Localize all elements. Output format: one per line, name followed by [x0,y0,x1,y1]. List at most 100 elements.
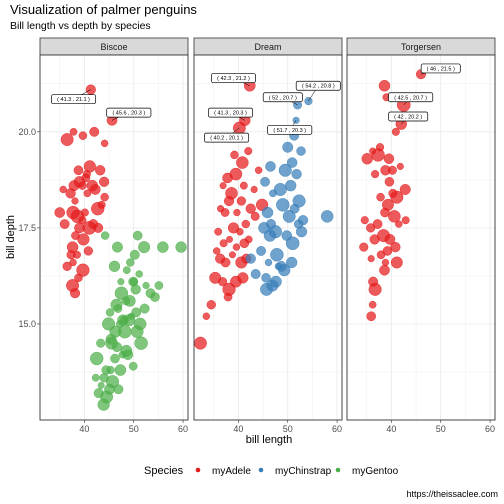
annotation-box [51,94,97,105]
data-point [390,190,404,204]
point-annotation: ( 45.6 , 20.3 ) [106,107,152,121]
data-point [232,243,241,251]
data-point [93,222,104,233]
data-point [245,253,256,264]
panel-border [39,54,189,421]
data-point [219,239,228,248]
data-point [118,324,132,339]
data-point [360,216,369,225]
data-point [139,303,150,314]
point-annotation: ( 42 , 20.2 ) [388,111,429,125]
data-point [260,176,270,187]
data-point [134,336,148,350]
annotation-label: ( 54.2 , 20.8 ) [302,84,335,90]
data-point [264,258,273,267]
x-axis-title: bill length [246,434,292,446]
facet-panel-torgersen: Torgersen ( 46 , 21.5 ) ( 42.5 , 20.7 ) ( 4… [346,37,496,434]
data-point [126,258,135,267]
data-point [83,246,93,256]
data-point [296,146,306,156]
data-point [278,163,292,177]
data-point [106,375,119,389]
data-point [100,192,109,202]
data-point [379,264,390,276]
series-mychinstrap [245,97,334,296]
point-annotation: ( 52 , 20.7 ) [262,92,303,106]
facet-panels: 15.0 17.5 20.0 Biscoe ( 41.3 , 21.1 ) ( 45.6 … [18,37,496,434]
facet-strip-label: Dream [254,42,281,52]
data-point [59,185,67,194]
legend-label-gentoo: myGentoo [352,466,399,477]
data-point [244,147,253,156]
data-point [359,242,369,252]
x-tick-label: 40 [386,424,396,434]
chart-subtitle: Bill length vs depth by species [10,20,151,32]
data-point [282,141,294,153]
data-point [390,241,401,253]
x-tick-label: 40 [79,424,89,434]
point-annotation: ( 42.5 , 20.7 ) [388,92,434,106]
data-point [80,208,89,217]
data-point [118,350,127,359]
data-point [111,342,122,352]
x-tick-label: 50 [129,424,139,434]
data-point [105,308,115,317]
annotation-box [208,107,253,118]
annotation-label: ( 41.3 , 21.1 ) [57,97,90,103]
data-point [220,257,231,268]
data-point [127,312,135,320]
data-point [371,148,385,162]
annotation-box [204,132,250,143]
data-point [74,273,83,283]
point-annotation: ( 41.3 , 20.3 ) [208,107,253,121]
annotation-label: ( 51.7 , 20.3 ) [273,128,306,134]
series-myadele [54,84,118,299]
data-point [229,167,243,181]
annotation-label: ( 40.2 , 20.1 ) [210,136,243,142]
point-annotation: ( 51.7 , 20.3 ) [267,120,313,135]
data-point [320,210,334,223]
legend-label-chinstrap: myChinstrap [275,466,332,477]
data-point [123,295,136,307]
data-point [239,181,248,190]
data-point [285,236,300,251]
point-annotation: ( 54.2 , 20.8 ) [295,80,341,102]
y-tick-label: 20.0 [18,127,36,137]
data-point [122,266,131,275]
annotation-box [210,73,256,83]
data-point [135,270,143,278]
data-point [91,202,105,216]
data-point [114,364,127,376]
data-point [227,222,239,234]
annotation-label: ( 42.5 , 20.7 ) [394,95,427,101]
data-point [366,311,376,322]
annotation-label: ( 41.3 , 20.3 ) [214,111,247,117]
data-point [293,219,304,229]
data-point [89,184,101,195]
data-point [154,281,164,290]
data-point [270,275,282,288]
data-point [268,225,282,239]
data-point [117,278,125,286]
data-point [223,292,233,302]
point-annotation: ( 41.3 , 21.1 ) [51,89,97,105]
panel-background [347,55,495,420]
data-point [71,197,79,205]
data-point [226,236,233,243]
annotation-box [420,63,461,74]
data-point [285,179,297,192]
series-mygentoo [90,230,187,411]
data-point [54,207,66,218]
chart-caption: https://theissaclee.com [406,489,498,499]
annotation-box [388,92,434,103]
data-point [218,277,228,287]
y-tick-label: 17.5 [18,223,36,233]
annotation-box [388,111,429,122]
data-point [250,185,258,194]
data-point [132,230,143,241]
data-point [112,241,123,253]
point-annotation: ( 42.3 , 21.2 ) [210,73,256,86]
data-point [65,188,76,199]
data-point [223,195,235,207]
facet-panel-dream: Dream ( 42.3 , 21.2 ) ( 54.2 , 20.8 ) ( 52 … [193,37,343,434]
